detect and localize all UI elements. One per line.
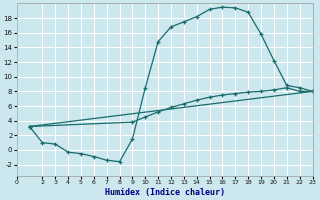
- X-axis label: Humidex (Indice chaleur): Humidex (Indice chaleur): [105, 188, 225, 197]
